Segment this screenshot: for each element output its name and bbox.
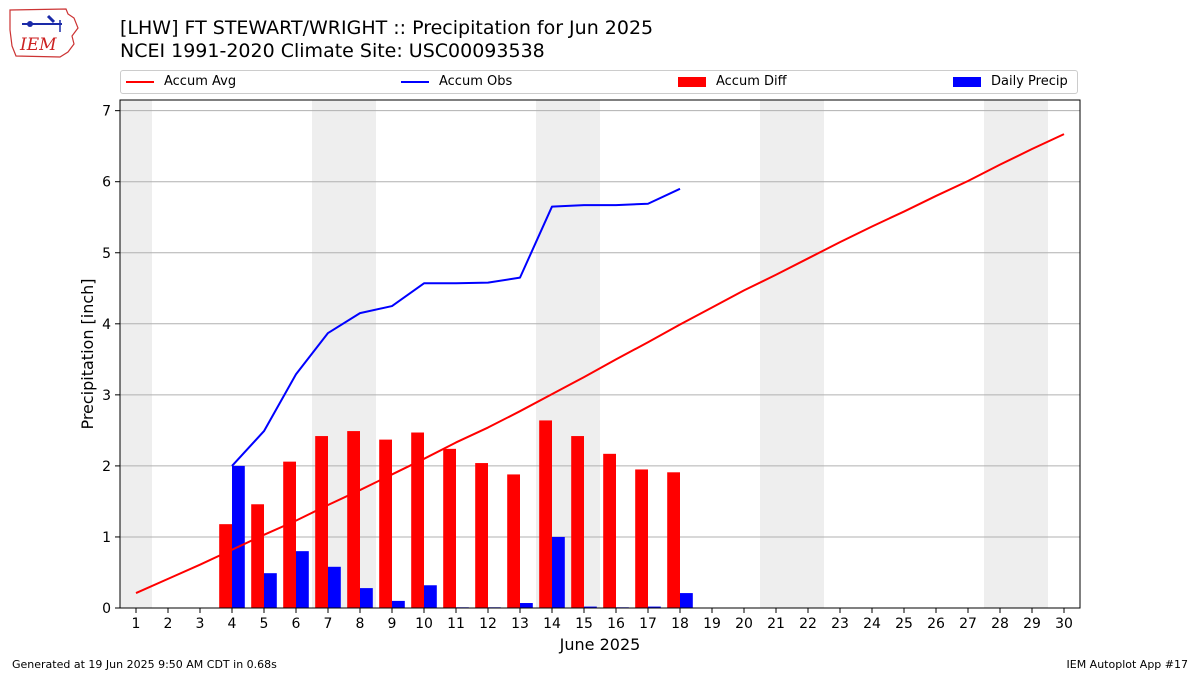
y-tick-label-1: 1: [102, 530, 111, 546]
x-axis-label: June 2025: [559, 635, 641, 654]
accum-obs-line: [231, 187, 681, 467]
daily-precip-bar-day-8: [360, 588, 373, 608]
weekend-shade-day-21: [760, 100, 792, 608]
y-tick-label-6: 6: [102, 175, 111, 191]
daily-precip-bar-day-15: [584, 606, 597, 608]
x-tick-label-19: 19: [703, 616, 721, 632]
chart-title: [LHW] FT STEWART/WRIGHT :: Precipitation…: [120, 17, 654, 39]
x-tick-label-10: 10: [415, 616, 433, 632]
x-tick-label-16: 16: [607, 616, 625, 632]
y-tick-label-0: 0: [102, 601, 111, 617]
legend-label-daily-precip: Daily Precip: [991, 74, 1068, 89]
x-tick-label-27: 27: [959, 616, 977, 632]
x-tick-label-17: 17: [639, 616, 657, 632]
daily-precip-bar-day-14: [552, 536, 565, 608]
daily-precip-bar-day-13: [520, 603, 533, 608]
x-tick-label-13: 13: [511, 616, 529, 632]
legend-label-accum-obs: Accum Obs: [439, 74, 513, 89]
legend-item-accum-obs: Accum Obs: [401, 74, 512, 89]
y-tick-label-4: 4: [102, 317, 111, 333]
weekend-shade-day-28: [984, 100, 1016, 608]
daily-precip-bar-day-4: [232, 465, 245, 608]
y-tick-label-7: 7: [102, 104, 111, 120]
accum-diff-bar-day-15: [571, 436, 584, 608]
y-tick-label-3: 3: [102, 388, 111, 404]
plot-frame: [119, 99, 1081, 609]
y-tick-label-5: 5: [102, 246, 111, 262]
x-tick-label-22: 22: [799, 616, 817, 632]
accum-diff-bar-day-4: [219, 524, 232, 608]
x-tick-label-3: 3: [196, 616, 205, 632]
legend-label-accum-avg: Accum Avg: [164, 74, 237, 89]
x-tick-label-12: 12: [479, 616, 497, 632]
accum-diff-bar-day-10: [411, 432, 424, 608]
x-tick-label-18: 18: [671, 616, 689, 632]
x-tick-label-15: 15: [575, 616, 593, 632]
x-tick-label-26: 26: [927, 616, 945, 632]
accum-diff-bar-day-6: [283, 461, 296, 608]
x-tick-label-7: 7: [324, 616, 333, 632]
x-tick-label-28: 28: [991, 616, 1009, 632]
accum-diff-bar-day-13: [507, 474, 520, 608]
generated-footer: Generated at 19 Jun 2025 9:50 AM CDT in …: [12, 658, 277, 671]
y-tick-label-2: 2: [102, 459, 111, 475]
x-tick-label-9: 9: [388, 616, 397, 632]
legend-item-accum-diff: Accum Diff: [678, 74, 787, 89]
accum-avg-line: [135, 133, 1065, 594]
accum-diff-bar-day-17: [635, 469, 648, 608]
x-tick-label-6: 6: [292, 616, 301, 632]
x-tick-label-29: 29: [1023, 616, 1041, 632]
accum-diff-bar-day-9: [379, 439, 392, 608]
accum-diff-bar-day-5: [251, 504, 264, 608]
x-tick-label-11: 11: [447, 616, 465, 632]
weekend-shade-day-29: [1016, 100, 1048, 608]
legend-swatch-accum-obs: [401, 80, 429, 83]
weekend-shade-day-22: [792, 100, 824, 608]
x-tick-label-14: 14: [543, 616, 561, 632]
daily-precip-bar-day-6: [296, 551, 309, 608]
x-tick-label-30: 30: [1055, 616, 1073, 632]
legend-item-daily-precip: Daily Precip: [953, 74, 1068, 89]
accum-diff-bar-day-11: [443, 448, 456, 608]
weekend-shade-day-1: [120, 100, 152, 608]
x-tick-label-23: 23: [831, 616, 849, 632]
accum-diff-bar-day-18: [667, 472, 680, 608]
iem-logo: IEM: [9, 8, 79, 58]
logo-text: IEM: [19, 35, 57, 55]
iowa-state-outline: [9, 8, 79, 58]
legend-label-accum-diff: Accum Diff: [716, 74, 787, 89]
daily-precip-bar-day-7: [328, 566, 341, 608]
daily-precip-bar-day-5: [264, 573, 277, 608]
legend-swatch-daily-precip: [953, 76, 981, 87]
daily-precip-bar-day-9: [392, 600, 405, 608]
x-tick-label-24: 24: [863, 616, 881, 632]
x-tick-label-1: 1: [132, 616, 141, 632]
legend-swatch-accum-avg: [126, 80, 154, 83]
chart-subtitle: NCEI 1991-2020 Climate Site: USC00093538: [120, 40, 545, 62]
x-tick-label-20: 20: [735, 616, 753, 632]
legend: Accum Avg Accum Obs Accum Diff Daily Pre…: [120, 70, 1078, 94]
x-tick-label-25: 25: [895, 616, 913, 632]
daily-precip-bar-day-17: [648, 606, 661, 608]
accum-diff-bar-day-12: [475, 463, 488, 608]
x-tick-label-5: 5: [260, 616, 269, 632]
accum-diff-bar-day-7: [315, 436, 328, 608]
legend-swatch-accum-diff: [678, 76, 706, 87]
accum-diff-bar-day-8: [347, 431, 360, 608]
x-tick-label-21: 21: [767, 616, 785, 632]
legend-item-accum-avg: Accum Avg: [126, 74, 236, 89]
x-tick-label-2: 2: [164, 616, 173, 632]
daily-precip-bar-day-10: [424, 585, 437, 608]
accum-diff-bar-day-16: [603, 453, 616, 608]
app-footer: IEM Autoplot App #17: [1066, 658, 1189, 671]
x-tick-label-8: 8: [356, 616, 365, 632]
x-tick-label-4: 4: [228, 616, 237, 632]
accum-diff-bar-day-14: [539, 420, 552, 608]
daily-precip-bar-day-18: [680, 593, 693, 608]
y-axis-label: Precipitation [inch]: [78, 278, 97, 429]
